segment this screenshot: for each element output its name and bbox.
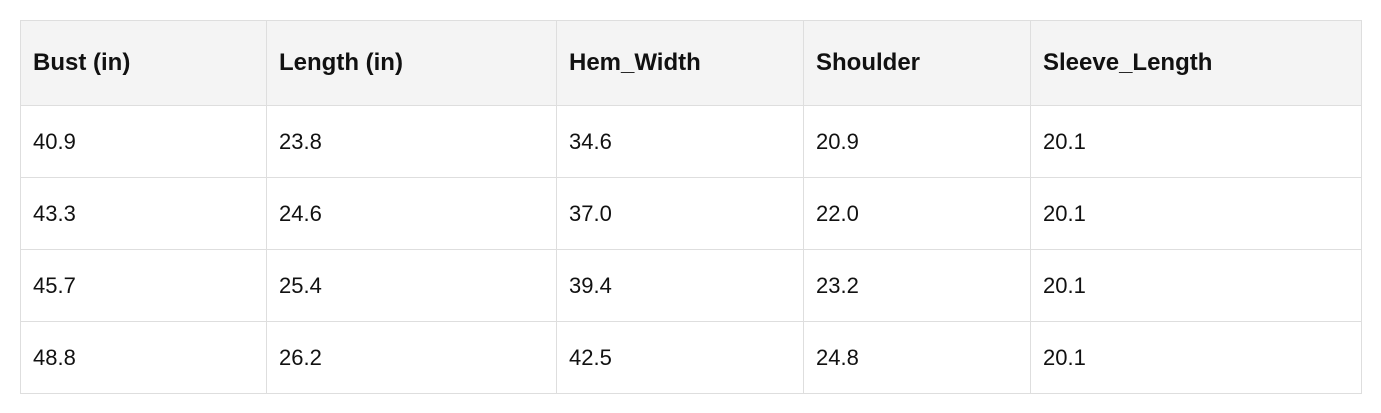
table-cell: 20.1 [1030, 105, 1362, 178]
table-row: 45.7 25.4 39.4 23.2 20.1 [20, 249, 1362, 322]
table-cell: 45.7 [20, 249, 267, 322]
table-cell: 22.0 [803, 177, 1031, 250]
table-row: 48.8 26.2 42.5 24.8 20.1 [20, 321, 1362, 394]
table-cell: 24.6 [266, 177, 557, 250]
table-cell: 25.4 [266, 249, 557, 322]
header-cell: Bust (in) [20, 20, 267, 106]
table-cell: 42.5 [556, 321, 804, 394]
table-cell: 20.9 [803, 105, 1031, 178]
table-cell: 24.8 [803, 321, 1031, 394]
table-cell: 20.1 [1030, 177, 1362, 250]
header-cell: Length (in) [266, 20, 557, 106]
header-row: Bust (in) Length (in) Hem_Width Shoulder Sle… [20, 20, 1362, 106]
header-cell: Shoulder [803, 20, 1031, 106]
table-cell: 20.1 [1030, 321, 1362, 394]
table-cell: 34.6 [556, 105, 804, 178]
table-cell: 20.1 [1030, 249, 1362, 322]
table-cell: 40.9 [20, 105, 267, 178]
table-cell: 48.8 [20, 321, 267, 394]
header-cell: Sleeve_Length [1030, 20, 1362, 106]
data-table: Bust (in) Length (in) Hem_Width Shoulder Sle… [20, 20, 1362, 394]
table-cell: 39.4 [556, 249, 804, 322]
table-header: Bust (in) Length (in) Hem_Width Shoulder Sle… [20, 20, 1362, 106]
table-row: 40.9 23.8 34.6 20.9 20.1 [20, 105, 1362, 178]
table-cell: 26.2 [266, 321, 557, 394]
table-body: 40.9 23.8 34.6 20.9 20.1 43.3 24.6 37.0 22.0 20.1… [20, 105, 1362, 394]
table-cell: 23.2 [803, 249, 1031, 322]
table-cell: 23.8 [266, 105, 557, 178]
header-cell: Hem_Width [556, 20, 804, 106]
table-row: 43.3 24.6 37.0 22.0 20.1 [20, 177, 1362, 250]
table-cell: 43.3 [20, 177, 267, 250]
table-cell: 37.0 [556, 177, 804, 250]
